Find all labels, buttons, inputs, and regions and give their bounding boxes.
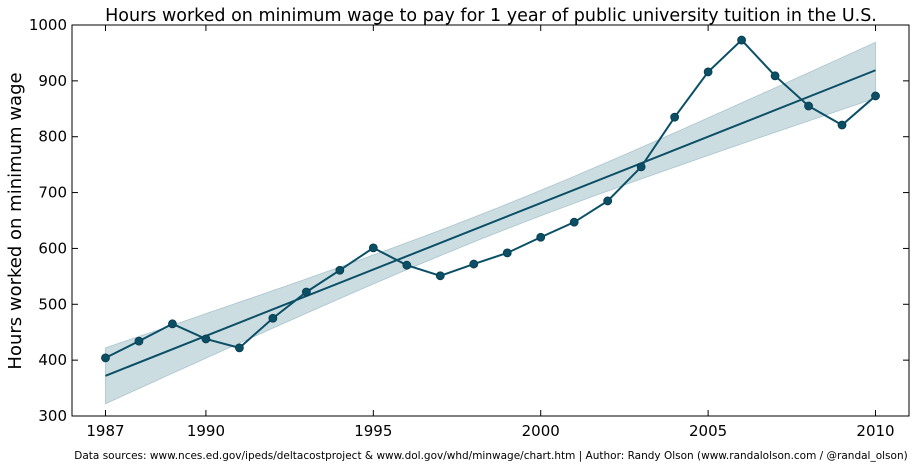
y-tick-label: 300	[38, 407, 67, 425]
data-point-1998	[469, 259, 479, 269]
data-point-1996	[402, 260, 412, 270]
x-tick-label: 2005	[689, 422, 727, 440]
y-tick-label: 500	[38, 295, 67, 313]
data-point-1989	[168, 319, 177, 329]
data-point-1988	[134, 336, 144, 346]
data-point-1992	[268, 313, 278, 323]
x-tick-label: 2010	[856, 422, 894, 440]
data-point-1997	[435, 271, 445, 281]
y-tick-label: 700	[38, 184, 67, 202]
data-point-1993	[301, 287, 311, 297]
y-tick-label: 400	[38, 351, 67, 369]
data-point-1990	[201, 334, 211, 344]
data-point-1995	[368, 243, 378, 253]
data-point-2002	[603, 196, 613, 206]
data-point-2003	[636, 162, 646, 172]
data-point-1991	[234, 343, 244, 353]
series-line	[105, 38, 877, 359]
plot-frame	[71, 24, 910, 417]
data-point-1994	[335, 265, 345, 275]
data-point-2010	[871, 91, 880, 101]
x-tick-label: 1990	[187, 422, 225, 440]
y-tick-label: 600	[38, 239, 67, 257]
x-tick-label: 2000	[522, 422, 560, 440]
chart-title: Hours worked on minimum wage to pay for …	[105, 6, 877, 26]
data-point-2005	[703, 67, 713, 77]
data-point-1987	[101, 353, 110, 363]
data-point-2000	[536, 232, 546, 242]
data-point-2008	[804, 101, 813, 111]
data-point-2006	[737, 35, 746, 45]
trend-line	[105, 69, 876, 377]
x-tick-label: 1987	[86, 422, 124, 440]
y-tick-label: 800	[38, 128, 67, 146]
data-point-2001	[569, 217, 579, 227]
y-tick-label: 1000	[29, 16, 67, 34]
y-tick-label: 900	[38, 72, 67, 90]
data-point-2004	[670, 112, 680, 122]
footnote: Data sources: www.nces.ed.gov/ipeds/delt…	[74, 450, 907, 462]
data-point-2009	[837, 120, 847, 130]
data-point-1999	[502, 248, 512, 258]
x-tick-label: 1995	[354, 422, 392, 440]
y-axis-label: Hours worked on minimum wage	[5, 72, 26, 369]
data-point-2007	[770, 71, 780, 81]
